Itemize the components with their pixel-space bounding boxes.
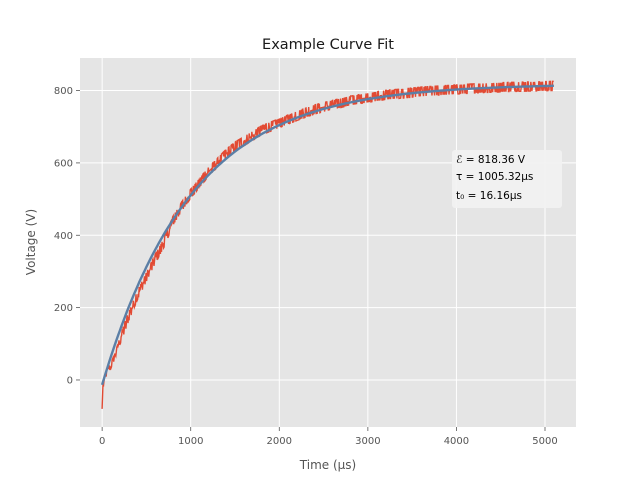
- fit-series-line: [100, 84, 554, 386]
- x-tick-label: 3000: [355, 436, 380, 447]
- fit-param-t0: t₀ = 16.16μs: [456, 190, 522, 202]
- x-axis-label: Time (μs): [299, 458, 356, 472]
- fit-param-amplitude: ℰ = 818.36 V: [456, 154, 526, 166]
- x-tick-label: 2000: [267, 436, 292, 447]
- x-tick-label: 5000: [532, 436, 557, 447]
- x-tick-label: 1000: [178, 436, 203, 447]
- axis-ticks: 0 1000 2000 3000 4000 5000 0 200 400 600 800: [54, 86, 558, 447]
- y-tick-label: 400: [54, 231, 73, 242]
- y-tick-label: 800: [54, 86, 73, 97]
- plot-area: [80, 58, 576, 427]
- y-tick-label: 600: [54, 158, 73, 169]
- data-layer: [100, 80, 554, 409]
- x-tick-label: 0: [99, 436, 105, 447]
- fit-parameters-background: [452, 150, 562, 208]
- y-tick-label: 0: [67, 375, 73, 386]
- y-axis-label: Voltage (V): [24, 209, 38, 275]
- x-tick-label: 4000: [444, 436, 469, 447]
- fit-parameters-box: ℰ = 818.36 V τ = 1005.32μs t₀ = 16.16μs: [452, 150, 562, 208]
- y-tick-label: 200: [54, 303, 73, 314]
- fit-param-tau: τ = 1005.32μs: [456, 171, 533, 183]
- chart-title: Example Curve Fit: [262, 37, 394, 53]
